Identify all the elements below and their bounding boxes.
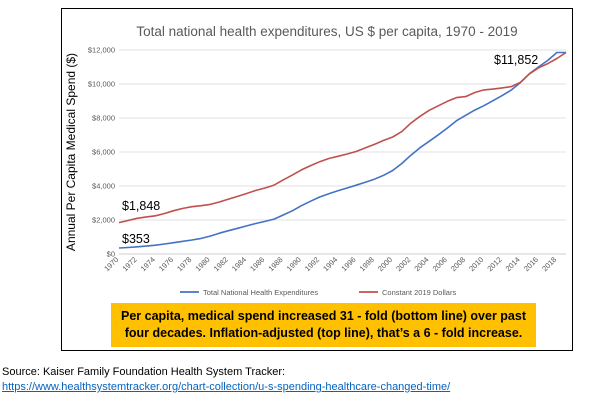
x-tick-label: 1994 (321, 255, 339, 273)
x-tick-label: 2014 (504, 255, 522, 273)
x-tick-label: 2004 (412, 255, 430, 273)
gridlines (119, 49, 566, 255)
x-tick-label: 2012 (485, 255, 503, 273)
source-note: Source: Kaiser Family Foundation Health … (2, 365, 598, 395)
series-lines (118, 51, 567, 249)
x-tick-label: 2010 (467, 255, 485, 273)
x-tick-label: 2018 (540, 255, 558, 273)
callout-line-2: four decades. Inflation-adjusted (top li… (124, 326, 523, 340)
y-tick-label: $2,000 (92, 216, 115, 225)
legend: Total National Health Expenditures Const… (180, 288, 456, 297)
line-chart: Total national health expenditures, US $… (64, 24, 567, 297)
x-tick-label: 2000 (376, 255, 394, 273)
source-label: Source: Kaiser Family Foundation Health … (2, 366, 286, 378)
x-tick-label: 1996 (339, 255, 357, 273)
callout-box: Per capita, medical spend increased 31 -… (111, 303, 536, 347)
x-tick-label: 1990 (285, 255, 303, 273)
x-tick-label: 1976 (157, 255, 175, 273)
x-tick-label: 2002 (394, 255, 412, 273)
source-link[interactable]: https://www.healthsystemtracker.org/char… (2, 381, 451, 393)
annotation-start-total: $353 (122, 232, 150, 246)
x-tick-label: 1982 (212, 255, 230, 273)
y-axis-ticks: $0 $2,000 $4,000 $6,000 $8,000 $10,000 $12,000 (88, 46, 115, 259)
x-tick-label: 1980 (193, 255, 211, 273)
x-tick-label: 1998 (358, 255, 376, 273)
y-axis-label: Annual Per Capita Medical Spend ($) (64, 53, 78, 251)
chart-title: Total national health expenditures, US $… (136, 24, 517, 39)
legend-label-constant: Constant 2019 Dollars (382, 288, 456, 297)
series-line-constant (118, 51, 567, 224)
y-tick-label: $0 (107, 250, 115, 259)
callout-line-1: Per capita, medical spend increased 31 -… (121, 309, 526, 323)
x-tick-label: 2016 (522, 255, 540, 273)
y-tick-label: $4,000 (92, 182, 115, 191)
annotation-end-value: $11,852 (494, 53, 538, 67)
x-axis-ticks: 1970 1972 1974 1976 1978 1980 1982 1984 1986 1988… (102, 255, 558, 273)
annotation-start-constant: $1,848 (122, 199, 160, 213)
x-tick-label: 1992 (303, 255, 321, 273)
y-tick-label: $6,000 (92, 148, 115, 157)
x-tick-label: 1988 (266, 255, 284, 273)
chart-frame (61, 8, 573, 351)
y-tick-label: $8,000 (92, 114, 115, 123)
x-tick-label: 1970 (102, 255, 120, 273)
series-line-total (118, 51, 566, 249)
y-tick-label: $10,000 (88, 80, 115, 89)
x-tick-label: 1984 (230, 255, 248, 273)
x-tick-label: 1978 (175, 255, 193, 273)
x-tick-label: 2008 (449, 255, 467, 273)
legend-label-total: Total National Health Expenditures (203, 288, 318, 297)
y-tick-label: $12,000 (88, 46, 115, 55)
x-tick-label: 1986 (248, 255, 266, 273)
x-tick-label: 1974 (139, 255, 157, 273)
x-tick-label: 1972 (120, 255, 138, 273)
x-tick-label: 2006 (431, 255, 449, 273)
